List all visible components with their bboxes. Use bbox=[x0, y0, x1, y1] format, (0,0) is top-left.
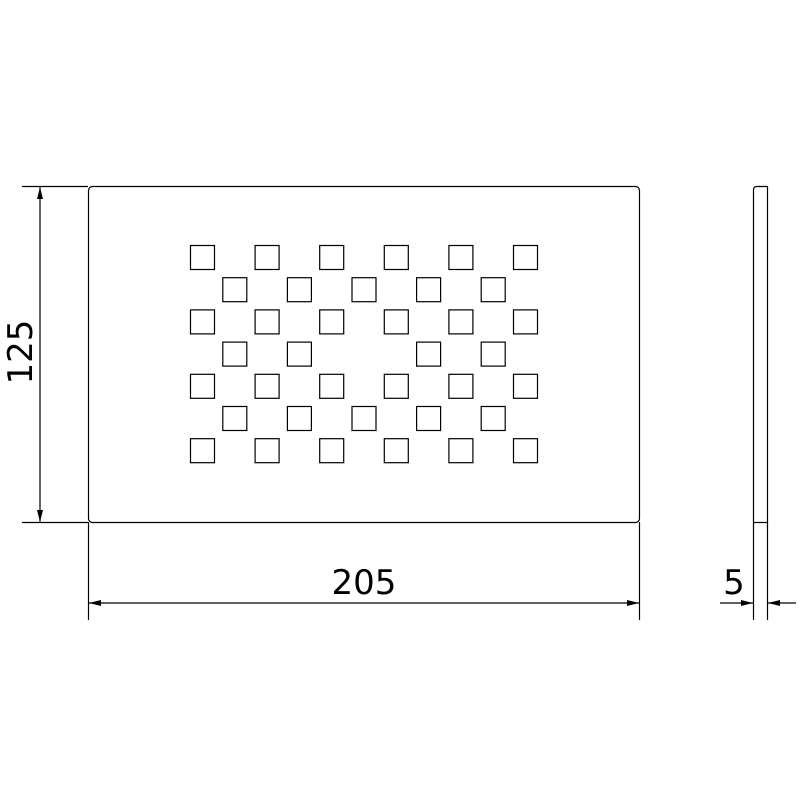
square-hole bbox=[286, 341, 312, 367]
square-hole bbox=[480, 405, 506, 432]
square-hole bbox=[254, 244, 280, 271]
plate-front-view bbox=[87, 185, 641, 524]
thickness-label: 5 bbox=[723, 563, 745, 603]
square-hole bbox=[448, 244, 474, 271]
square-hole bbox=[448, 309, 474, 335]
square-hole bbox=[286, 405, 312, 432]
square-hole bbox=[512, 244, 539, 271]
square-hole bbox=[480, 277, 506, 303]
square-hole bbox=[319, 438, 345, 464]
square-hole bbox=[254, 438, 280, 464]
square-hole bbox=[448, 373, 474, 399]
square-hole bbox=[222, 277, 248, 303]
hole-pattern bbox=[189, 244, 539, 464]
square-hole bbox=[319, 309, 345, 335]
square-hole bbox=[383, 438, 409, 464]
width-label: 205 bbox=[332, 563, 397, 603]
square-hole bbox=[189, 438, 216, 464]
square-hole bbox=[512, 309, 539, 335]
square-hole bbox=[189, 244, 216, 271]
square-hole bbox=[416, 341, 442, 367]
square-hole bbox=[319, 244, 345, 271]
square-hole bbox=[189, 373, 216, 399]
square-hole bbox=[222, 341, 248, 367]
square-hole bbox=[222, 405, 248, 432]
square-hole bbox=[512, 438, 539, 464]
square-hole bbox=[319, 373, 345, 399]
square-hole bbox=[383, 244, 409, 271]
square-hole bbox=[351, 277, 377, 303]
square-hole bbox=[416, 277, 442, 303]
square-hole bbox=[254, 309, 280, 335]
square-hole bbox=[480, 341, 506, 367]
square-hole bbox=[351, 405, 377, 432]
square-hole bbox=[512, 373, 539, 399]
square-hole bbox=[189, 309, 216, 335]
square-hole bbox=[416, 405, 442, 432]
square-hole bbox=[254, 373, 280, 399]
height-label: 125 bbox=[1, 320, 41, 385]
square-hole bbox=[383, 309, 409, 335]
square-hole bbox=[383, 373, 409, 399]
square-hole bbox=[286, 277, 312, 303]
square-hole bbox=[448, 438, 474, 464]
plate-side-view bbox=[752, 185, 769, 524]
